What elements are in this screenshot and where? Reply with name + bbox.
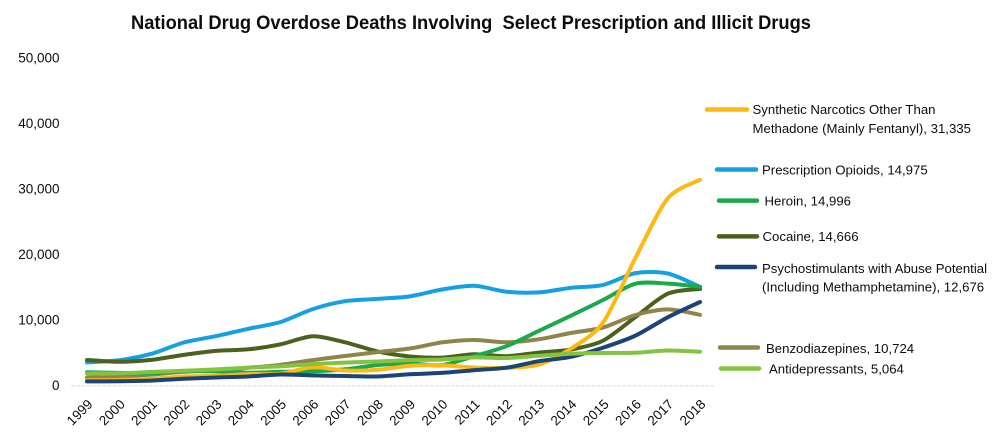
svg-text:40,000: 40,000 [18,116,59,131]
svg-text:0: 0 [52,378,60,393]
svg-text:(Including Methamphetamine), 1: (Including Methamphetamine), 12,676 [762,280,984,295]
svg-text:Heroin, 14,996: Heroin, 14,996 [765,194,852,209]
svg-text:Psychostimulants with Abuse Po: Psychostimulants with Abuse Potential [762,261,987,276]
svg-text:Synthetic Narcotics Other Than: Synthetic Narcotics Other Than [753,102,936,117]
svg-text:20,000: 20,000 [18,247,59,262]
svg-text:Methadone (Mainly Fentanyl), 3: Methadone (Mainly Fentanyl), 31,335 [753,121,971,136]
svg-text:Benzodiazepines, 10,724: Benzodiazepines, 10,724 [766,341,914,356]
svg-text:10,000: 10,000 [18,313,59,328]
svg-text:50,000: 50,000 [18,51,59,66]
svg-text:Cocaine, 14,666: Cocaine, 14,666 [763,229,859,244]
svg-text:National Drug Overdose Deaths: National Drug Overdose Deaths Involving … [131,12,811,34]
svg-text:30,000: 30,000 [18,182,59,197]
svg-text:Prescription Opioids, 14,975: Prescription Opioids, 14,975 [762,163,928,178]
svg-text:Antidepressants, 5,064: Antidepressants, 5,064 [769,362,904,377]
